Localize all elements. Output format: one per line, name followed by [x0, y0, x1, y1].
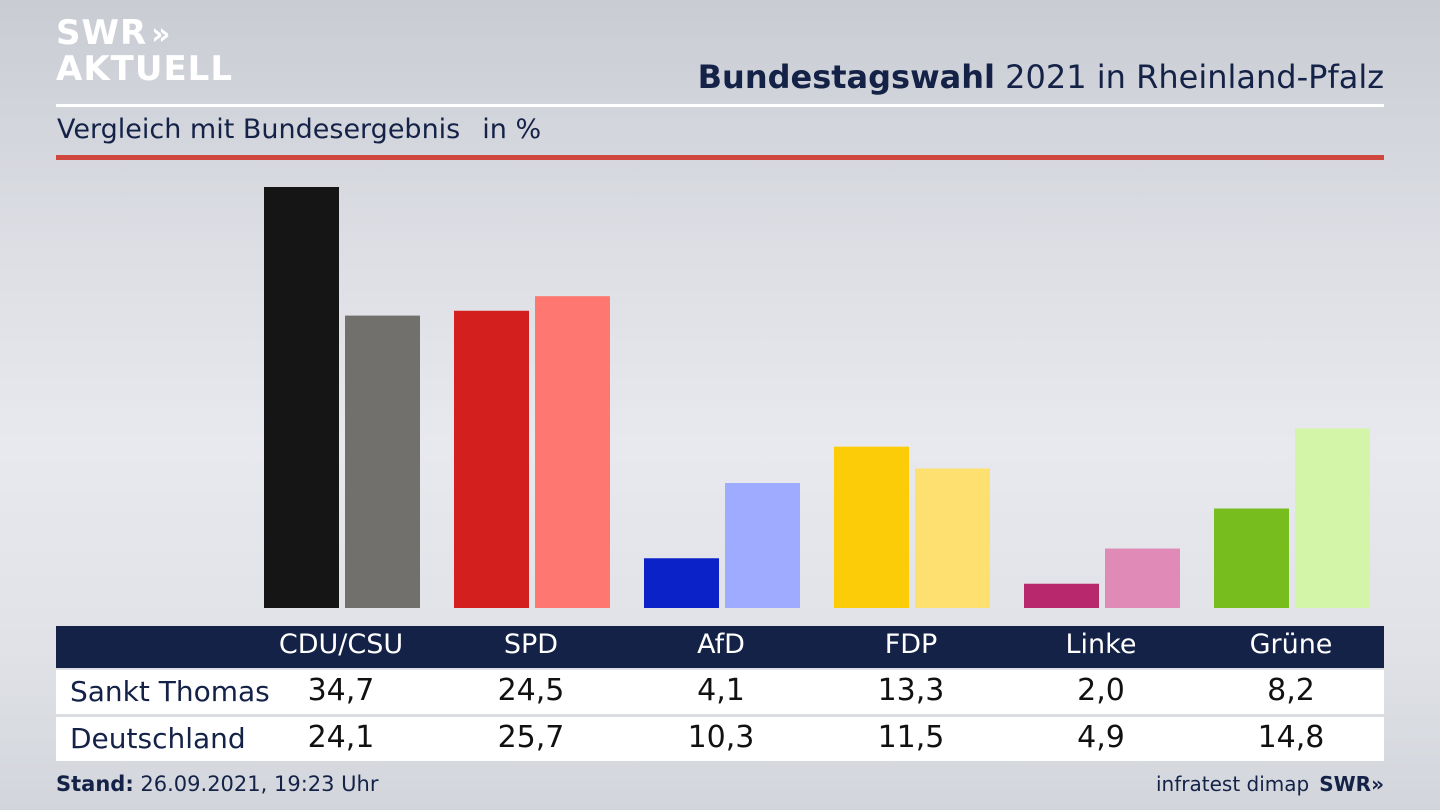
source-text: infratest dimap — [1156, 772, 1310, 796]
title-rest: 2021 in Rheinland-Pfalz — [995, 58, 1384, 96]
value-spd-deutschland: 25,7 — [497, 720, 565, 755]
column-header-gr-ne: Grüne — [1249, 629, 1333, 660]
stand-value: 26.09.2021, 19:23 Uhr — [133, 772, 379, 796]
subtitle-text: Vergleich mit Bundesergebnis — [57, 114, 461, 145]
source-credit: infratest dimap SWR» — [1156, 772, 1384, 796]
value-cdu-csu-sankt-thomas: 34,7 — [307, 673, 375, 708]
results-table: CDU/CSU SPD AfD FDP Linke Grüne Sankt Thomas … — [56, 626, 1384, 761]
bar-afd-deutschland — [725, 483, 800, 608]
title-divider — [56, 104, 1384, 107]
value-fdp-deutschland: 11,5 — [877, 720, 945, 755]
subtitle-divider — [56, 155, 1384, 160]
column-header-cdu-csu: CDU/CSU — [278, 629, 404, 660]
value-linke-sankt-thomas: 2,0 — [1077, 673, 1125, 708]
bar-linke-sankt-thomas — [1024, 583, 1099, 608]
bar-cdu-csu-deutschland — [345, 315, 420, 608]
column-header-afd: AfD — [697, 629, 745, 660]
bar-fdp-sankt-thomas — [834, 446, 909, 608]
bar-gr-ne-deutschland — [1295, 428, 1370, 608]
swr-aktuell-logo: SWR» AKTUELL — [56, 16, 233, 86]
column-header-fdp: FDP — [884, 629, 938, 660]
value-fdp-sankt-thomas: 13,3 — [877, 673, 945, 708]
bar-cdu-csu-sankt-thomas — [264, 187, 339, 608]
value-afd-sankt-thomas: 4,1 — [697, 673, 745, 708]
bar-spd-deutschland — [535, 296, 610, 608]
row-label: Deutschland — [70, 722, 246, 755]
column-header-spd: SPD — [503, 629, 559, 660]
bar-gr-ne-sankt-thomas — [1214, 508, 1289, 608]
bar-fdp-deutschland — [915, 468, 990, 608]
value-gr-ne-deutschland: 14,8 — [1257, 720, 1325, 755]
logo-swr: SWR — [56, 13, 148, 53]
bar-spd-sankt-thomas — [454, 310, 529, 608]
column-header-linke: Linke — [1065, 629, 1137, 660]
stand-label: Stand: — [56, 772, 134, 796]
logo-aktuell: AKTUELL — [56, 49, 234, 89]
table-row-deutschland: Deutschland 24,1 25,7 10,3 11,5 4,9 14,8 — [56, 717, 1384, 761]
value-cdu-csu-deutschland: 24,1 — [307, 720, 375, 755]
bar-linke-deutschland — [1105, 548, 1180, 608]
value-spd-sankt-thomas: 24,5 — [497, 673, 565, 708]
swr-small-logo: SWR» — [1319, 772, 1384, 796]
chart-subtitle: Vergleich mit Bundesergebnis in % — [57, 114, 541, 145]
timestamp: Stand: 26.09.2021, 19:23 Uhr — [56, 772, 379, 796]
value-linke-deutschland: 4,9 — [1077, 720, 1125, 755]
unit-label: in % — [482, 114, 542, 145]
table-header-row: CDU/CSU SPD AfD FDP Linke Grüne — [56, 626, 1384, 668]
value-gr-ne-sankt-thomas: 8,2 — [1267, 673, 1315, 708]
value-afd-deutschland: 10,3 — [687, 720, 755, 755]
table-row-sankt-thomas: Sankt Thomas 34,7 24,5 4,1 13,3 2,0 8,2 — [56, 670, 1384, 714]
row-label: Sankt Thomas — [70, 675, 270, 708]
page-title: Bundestagswahl 2021 in Rheinland-Pfalz — [698, 58, 1384, 96]
title-bold: Bundestagswahl — [697, 58, 995, 96]
bar-afd-sankt-thomas — [644, 558, 719, 608]
